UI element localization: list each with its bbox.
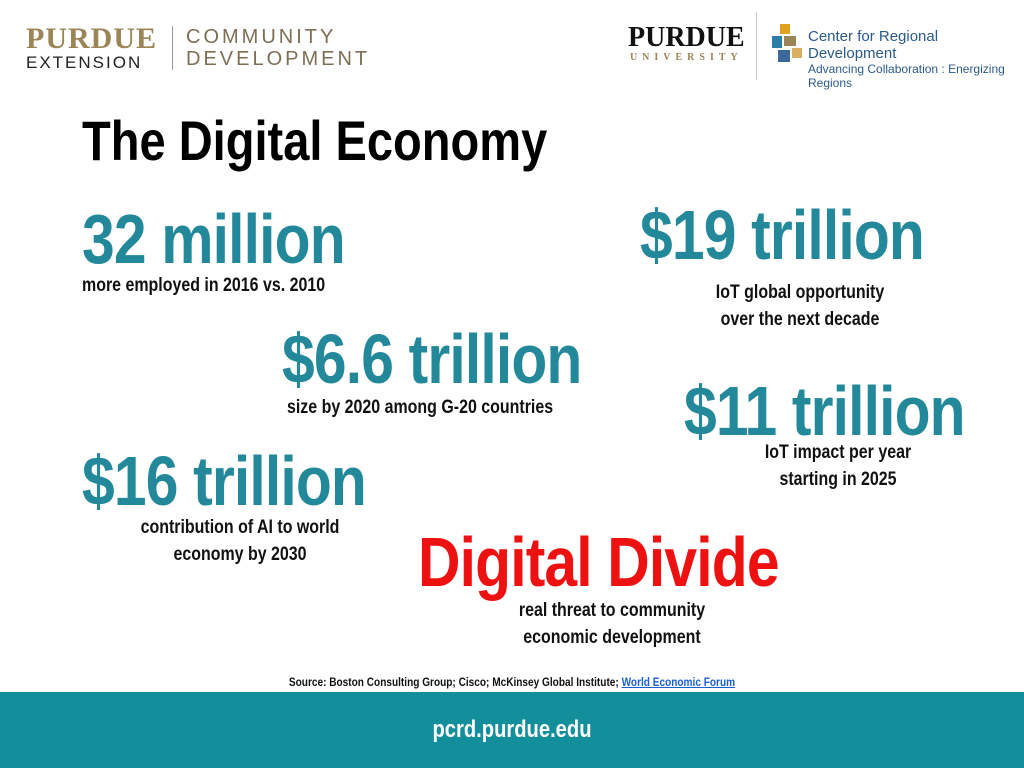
stat-figure: $11 trillion [684,372,966,450]
caption-line: economic development [523,627,701,648]
logo-subtitle: EXTENSION [26,53,143,72]
stat-caption: more employed in 2016 vs. 2010 [82,275,326,296]
slide-title: The Digital Economy [82,109,548,172]
caption-line: economy by 2030 [173,544,307,565]
division-name: COMMUNITY DEVELOPMENT [186,26,370,70]
source-text: Source: Boston Consulting Group; Cisco; … [288,675,619,689]
stat-caption: IoT impact per year starting in 2025 [712,439,964,493]
stat-figure: $6.6 trillion [282,320,582,398]
crd-icon [772,24,802,62]
stat-figure: $19 trillion [640,196,925,274]
stat-caption: IoT global opportunity over the next dec… [674,279,926,333]
caption-line: IoT impact per year [764,442,912,463]
stat-figure: 32 million [82,200,346,278]
logo-subtitle: UNIVERSITY [629,52,743,63]
extension-logo: PURDUE EXTENSION [26,24,157,72]
footer-bar [0,692,1024,768]
source-link[interactable]: World Economic Forum [621,675,736,689]
center-name: Center for Regional Development [808,28,939,62]
source-note: Source: Boston Consulting Group; Cisco; … [82,675,942,689]
caption-line: real threat to community [518,600,706,621]
crd-logo-text: Center for Regional Development Advancin… [808,28,1024,90]
stat-caption: contribution of AI to world economy by 2… [114,514,366,568]
caption-line: IoT global opportunity [715,282,885,303]
division-line: COMMUNITY [186,26,337,48]
purdue-logo: PURDUE UNIVERSITY [628,22,745,64]
stat-figure: Digital Divide [418,523,780,601]
logo-wordmark: PURDUE [628,22,745,53]
logo-wordmark: PURDUE [26,22,157,55]
caption-line: over the next decade [720,309,880,330]
divider [172,26,173,70]
tagline: Advancing Collaboration : Energizing Reg… [808,62,1005,90]
caption-line: contribution of AI to world [140,517,340,538]
division-line: DEVELOPMENT [186,48,371,70]
footer-url: pcrd.purdue.edu [432,716,592,743]
stat-figure: $16 trillion [82,442,367,520]
stat-caption: size by 2020 among G-20 countries [287,397,554,418]
divider [756,12,757,80]
caption-line: starting in 2025 [779,469,897,490]
stat-caption: real threat to community economic develo… [486,597,738,651]
